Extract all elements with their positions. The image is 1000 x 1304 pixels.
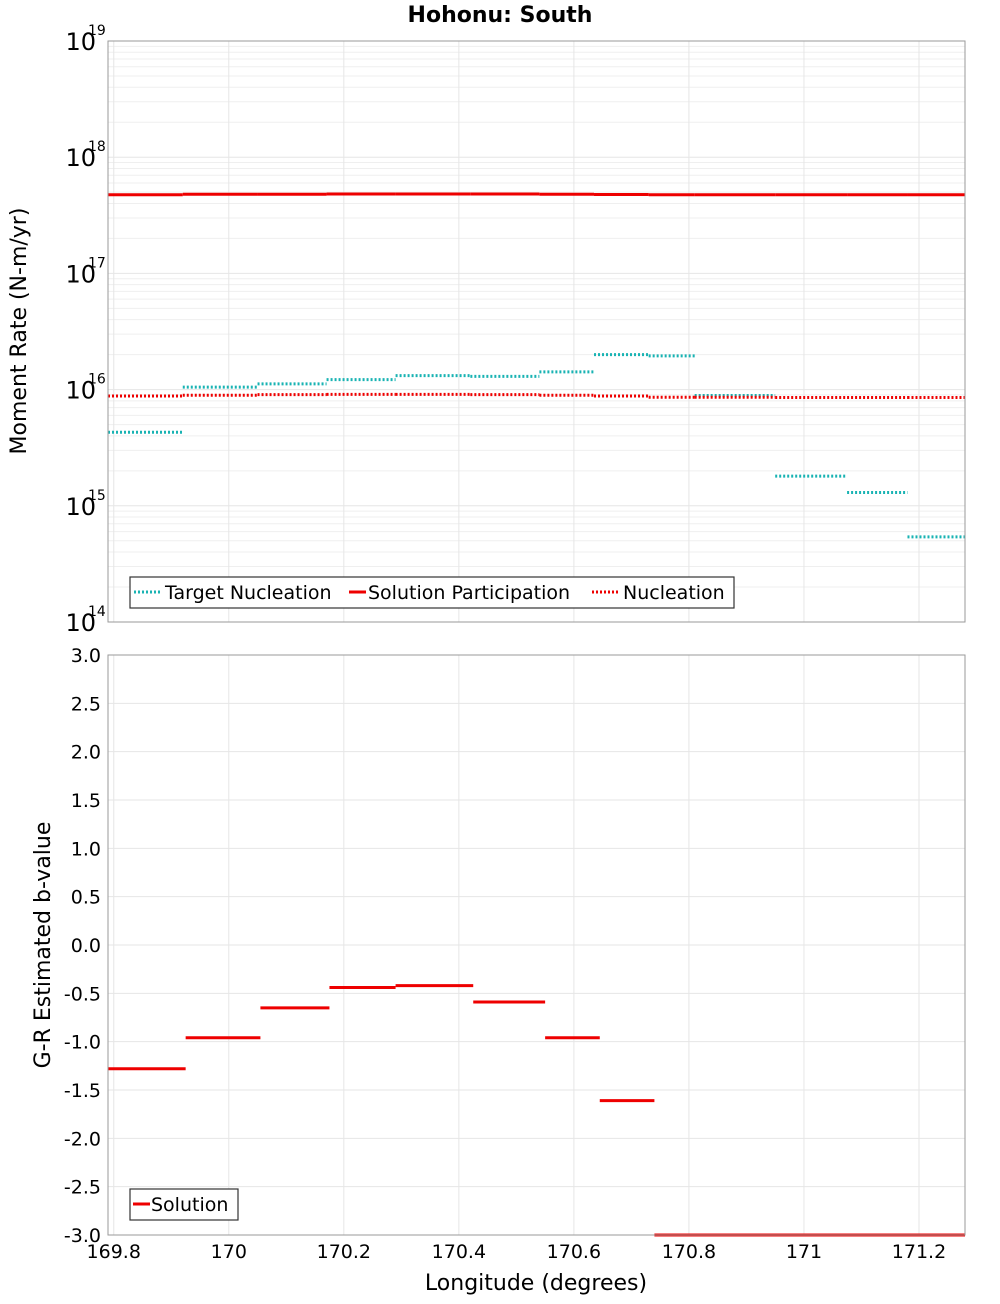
y-tick-label: 1.5 [71,790,101,812]
b-value-y-ticks: -3.0 -2.5 -2.0 -1.5 -1.0 -0.5 0.0 0.5 1.0 1.5 2.0 2… [64,645,101,1247]
y-tick-exponent: 17 [88,255,106,271]
y-tick-label: -1.0 [64,1032,101,1054]
y-tick-label: 2.0 [71,742,101,764]
b-value-y-axis-title: G-R Estimated b-value [31,822,56,1069]
y-tick-base: 10 [65,377,96,405]
x-tick-label: 169.8 [87,1241,141,1263]
y-tick-label: -3.0 [64,1225,101,1247]
y-tick-exponent: 18 [88,139,106,155]
y-tick-label: 0.0 [71,935,101,957]
y-tick-base: 10 [65,28,96,56]
x-axis-ticks: 169.8 170 170.2 170.4 170.6 170.8 171 171.2 [87,1241,947,1263]
moment-rate-plot-border [107,40,966,623]
y-tick-label: -0.5 [64,983,101,1005]
x-tick-label: 170 [211,1241,247,1263]
y-tick-exponent: 16 [88,372,106,388]
chart-title: Hohonu: South [408,3,593,28]
x-axis-title: Longitude (degrees) [425,1271,647,1296]
series-nucleation [108,392,965,400]
b-value-plot-border [107,654,966,1236]
y-tick-label: -1.5 [64,1080,101,1102]
moment-rate-y-axis-title: Moment Rate (N-m/yr) [7,208,32,455]
y-tick-base: 10 [65,609,96,637]
y-tick-exponent: 14 [88,604,106,620]
moment-rate-legend-box [129,576,735,609]
y-tick-base: 10 [65,144,96,172]
b-value-panel: -3.0 -2.5 -2.0 -1.5 -1.0 -0.5 0.0 0.5 1.0 1.5 2.0 2… [31,645,966,1296]
y-tick-label: 3.0 [71,645,101,667]
x-tick-label: 170.6 [547,1241,601,1263]
x-tick-label: 170.8 [662,1241,716,1263]
x-tick-label: 171.2 [892,1241,946,1263]
moment-rate-plot-area [107,40,966,623]
legend-label-target-nucleation: Target Nucleation [164,582,332,604]
y-tick-base: 10 [65,493,96,521]
series-solution-participation [108,192,965,197]
y-tick-label: 1.0 [71,838,101,860]
y-tick-label: 2.5 [71,693,101,715]
series-target-nucleation [108,353,965,539]
b-value-legend: Solution [129,1188,239,1221]
x-tick-label: 170.2 [317,1241,371,1263]
moment-rate-grid [108,40,965,623]
legend-label-solution: Solution [151,1194,228,1216]
y-tick-label: -2.0 [64,1128,101,1150]
moment-rate-legend: Target Nucleation Solution Participation… [129,576,735,609]
y-tick-label: -2.5 [64,1177,101,1199]
y-tick-label: 0.5 [71,887,101,909]
x-tick-label: 170.4 [432,1241,486,1263]
x-tick-label: 171 [786,1241,822,1263]
moment-rate-series [108,192,965,539]
legend-label-nucleation: Nucleation [623,582,725,604]
legend-label-solution-participation: Solution Participation [368,582,570,604]
y-tick-base: 10 [65,260,96,288]
y-tick-exponent: 15 [88,488,106,504]
y-tick-exponent: 19 [88,23,106,39]
